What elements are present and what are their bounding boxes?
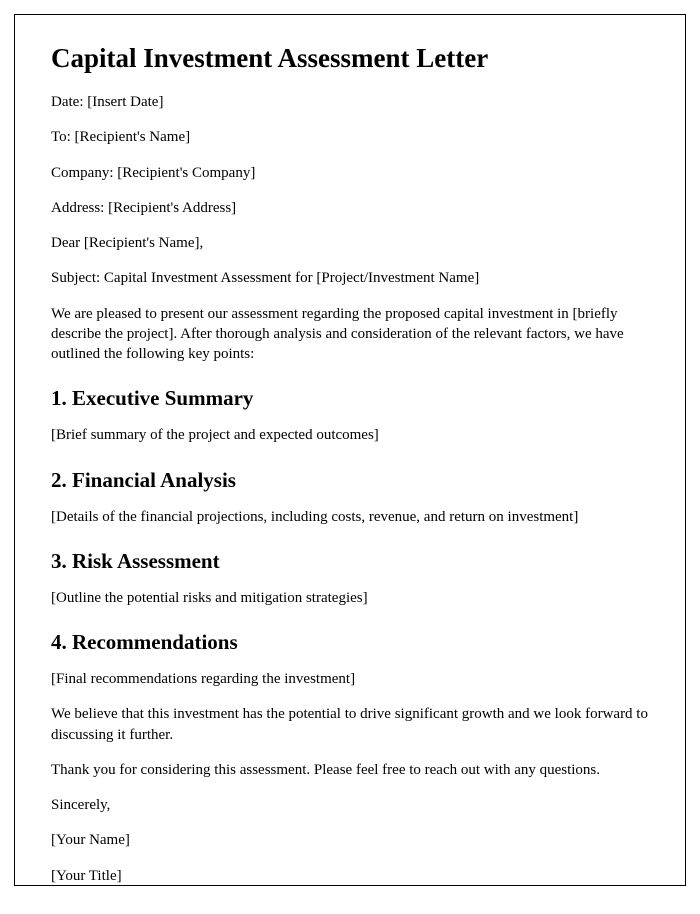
address-line: Address: [Recipient's Address]: [51, 198, 649, 218]
date-line: Date: [Insert Date]: [51, 92, 649, 112]
intro-paragraph: We are pleased to present our assessment…: [51, 304, 649, 365]
section-body-3: [Outline the potential risks and mitigat…: [51, 588, 649, 608]
document-title: Capital Investment Assessment Letter: [51, 43, 649, 74]
salutation-line: Dear [Recipient's Name],: [51, 233, 649, 253]
section-heading-4: 4. Recommendations: [51, 630, 649, 655]
company-line: Company: [Recipient's Company]: [51, 163, 649, 183]
section-body-4: [Final recommendations regarding the inv…: [51, 669, 649, 689]
section-heading-3: 3. Risk Assessment: [51, 549, 649, 574]
document-page: Capital Investment Assessment Letter Dat…: [14, 14, 686, 886]
closing-paragraph-2: Thank you for considering this assessmen…: [51, 760, 649, 780]
sender-title: [Your Title]: [51, 866, 649, 886]
sender-name: [Your Name]: [51, 830, 649, 850]
closing-paragraph-1: We believe that this investment has the …: [51, 704, 649, 745]
subject-line: Subject: Capital Investment Assessment f…: [51, 268, 649, 288]
signoff-line: Sincerely,: [51, 795, 649, 815]
section-heading-2: 2. Financial Analysis: [51, 468, 649, 493]
to-line: To: [Recipient's Name]: [51, 127, 649, 147]
section-body-2: [Details of the financial projections, i…: [51, 507, 649, 527]
section-body-1: [Brief summary of the project and expect…: [51, 425, 649, 445]
section-heading-1: 1. Executive Summary: [51, 386, 649, 411]
